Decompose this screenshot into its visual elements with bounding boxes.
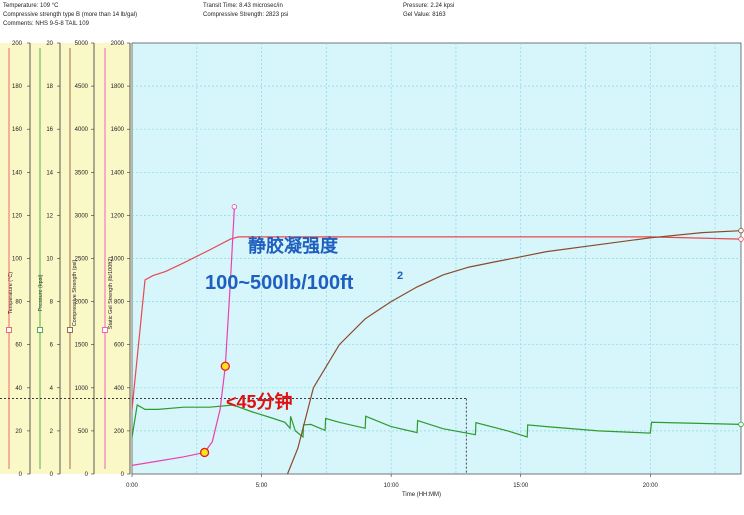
header-compressive-strength: Compressive Strength: 2823 psi	[203, 12, 289, 18]
tick-label-temp: 180	[12, 84, 23, 90]
axis-indicator-handle-sgs	[102, 327, 108, 333]
tick-label-temp: 140	[12, 170, 23, 176]
tick-label-press: 4	[50, 386, 54, 392]
x-tick-label: 20:00	[643, 483, 659, 489]
tick-label-temp: 200	[12, 41, 23, 47]
series-end-marker-temperature	[738, 236, 744, 242]
x-tick-label: 10:00	[384, 483, 400, 489]
tick-label-sgs: 1200	[111, 213, 125, 219]
tick-label-comp: 500	[78, 429, 89, 435]
tick-label-comp: 4500	[75, 84, 89, 90]
series-line-temperature	[131, 236, 742, 410]
axis-panel-bg	[62, 43, 96, 474]
tick-label-temp: 120	[12, 213, 23, 219]
tick-label-temp: 100	[12, 257, 23, 263]
header-comments: Comments: NHS 9-5-8 TAIL 109	[3, 21, 89, 27]
header-transit-time: Transit Time: 8.43 microsec/in	[203, 3, 283, 9]
tick-label-comp: 2000	[75, 300, 89, 306]
tick-label-sgs: 0	[121, 472, 125, 478]
tick-label-press: 20	[46, 41, 53, 47]
tick-label-press: 12	[46, 213, 53, 219]
axis-indicator-handle-temp	[6, 327, 12, 333]
tick-label-comp: 3000	[75, 213, 89, 219]
tick-label-sgs: 2000	[111, 41, 125, 47]
tick-label-comp: 3500	[75, 170, 89, 176]
tick-label-press: 2	[50, 429, 54, 435]
tick-label-sgs: 1600	[111, 127, 125, 133]
tick-label-temp: 20	[15, 429, 22, 435]
tick-label-sgs: 1000	[111, 257, 125, 263]
tick-label-comp: 2500	[75, 257, 89, 263]
tick-label-comp: 5000	[75, 41, 89, 47]
sgs-marker	[199, 447, 210, 458]
axis-title-comp: Compressive Strength (psi)	[72, 259, 78, 326]
tick-label-sgs: 600	[114, 343, 125, 349]
axis-indicator-handle-press	[37, 327, 43, 333]
series-end-marker-compressive_strength	[738, 227, 744, 234]
axis-indicator-handle-comp	[67, 327, 73, 333]
tick-label-sgs: 400	[114, 386, 125, 392]
tick-label-press: 6	[50, 343, 54, 349]
annotation-time: <45分钟	[226, 391, 293, 412]
tick-label-temp: 80	[15, 300, 22, 306]
series-line-static_gel_strength	[131, 206, 235, 466]
x-tick-label: 5:00	[256, 483, 268, 489]
header-pressure: Pressure: 2.24 kpsi	[403, 3, 455, 9]
tick-label-comp: 0	[85, 472, 89, 478]
tick-label-sgs: 1800	[111, 84, 125, 90]
axis-panel-bg	[0, 43, 32, 474]
sgs-marker	[220, 361, 230, 371]
tick-label-comp: 1500	[75, 343, 89, 349]
annotation-range: 100~500lb/100ft	[205, 272, 354, 294]
tick-label-temp: 0	[19, 472, 23, 478]
tick-label-press: 18	[46, 84, 53, 90]
series-end-marker-pressure	[738, 421, 744, 428]
axis-title-press: Pressure (kpsi)	[38, 274, 44, 311]
x-axis-title: Time (HH:MM)	[402, 492, 441, 498]
tick-label-press: 16	[46, 127, 53, 133]
axis-panel-bg	[96, 43, 131, 474]
series-end-marker-static_gel_strength	[231, 204, 238, 210]
tick-label-sgs: 200	[114, 429, 125, 435]
tick-label-temp: 60	[15, 343, 22, 349]
x-tick-label: 15:00	[513, 483, 529, 489]
tick-label-comp: 1000	[75, 386, 89, 392]
series-line-compressive_strength	[286, 230, 742, 475]
tick-label-sgs: 1400	[111, 170, 125, 176]
tick-label-press: 0	[50, 472, 54, 478]
axis-title-temp: Temperature (°C)	[8, 272, 14, 314]
tick-label-sgs: 800	[114, 300, 125, 306]
header-temperature: Temperature: 109 °C	[3, 3, 59, 9]
tick-label-press: 14	[46, 170, 53, 176]
header-compressive-type: Compressive strength type B (more than 1…	[3, 12, 138, 18]
tick-label-temp: 40	[15, 386, 22, 392]
header-gel-value: Gel Value: 8163	[403, 12, 446, 18]
tick-label-comp: 4000	[75, 127, 89, 133]
tick-label-press: 8	[50, 300, 54, 306]
x-tick-label: 0:00	[126, 483, 138, 489]
annotation-title: 静胶凝强度	[248, 235, 339, 256]
series-line-pressure	[131, 404, 742, 439]
tick-label-temp: 160	[12, 127, 23, 133]
tick-label-press: 10	[46, 257, 53, 263]
axis-title-sgs: Static Gel Strength (lb/100ft2)	[108, 257, 114, 330]
annotation-superscript: 2	[397, 270, 403, 282]
